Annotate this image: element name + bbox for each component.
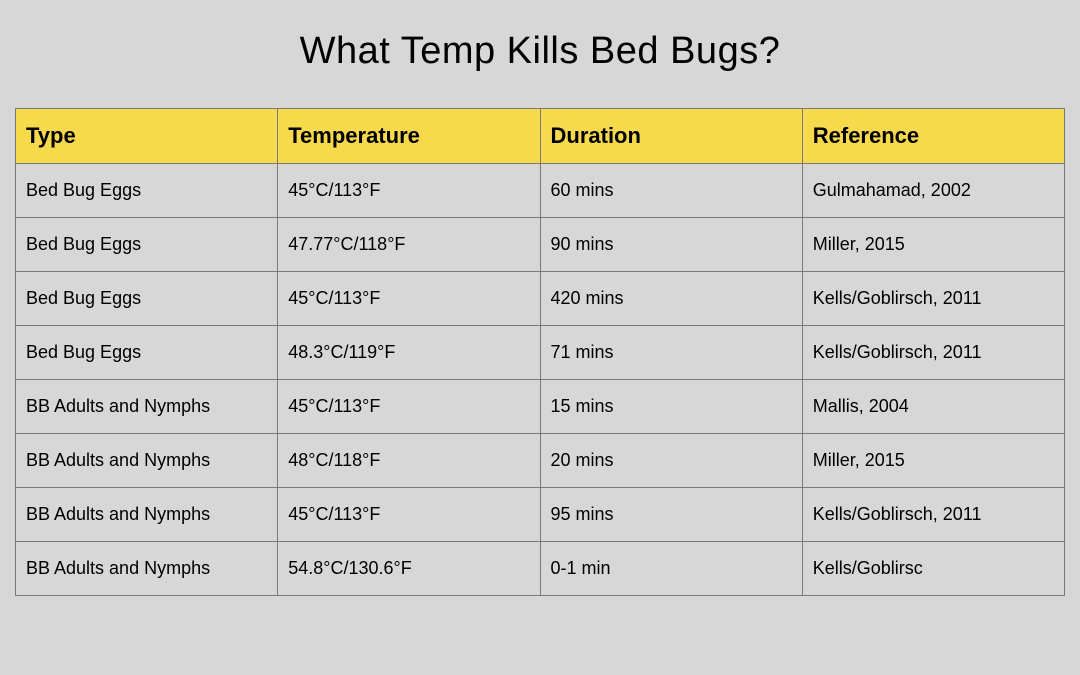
page-container: What Temp Kills Bed Bugs? Type Temperatu… — [0, 0, 1080, 675]
cell-duration: 15 mins — [540, 380, 802, 434]
cell-reference: Miller, 2015 — [802, 218, 1064, 272]
table-row: Bed Bug Eggs 45°C/113°F 420 mins Kells/G… — [16, 272, 1065, 326]
cell-temperature: 54.8°C/130.6°F — [278, 542, 540, 596]
col-header-type: Type — [16, 109, 278, 164]
cell-temperature: 45°C/113°F — [278, 272, 540, 326]
cell-type: BB Adults and Nymphs — [16, 380, 278, 434]
cell-duration: 420 mins — [540, 272, 802, 326]
page-title: What Temp Kills Bed Bugs? — [15, 30, 1065, 73]
cell-type: Bed Bug Eggs — [16, 218, 278, 272]
col-header-temperature: Temperature — [278, 109, 540, 164]
table-row: BB Adults and Nymphs 45°C/113°F 15 mins … — [16, 380, 1065, 434]
table-row: Bed Bug Eggs 47.77°C/118°F 90 mins Mille… — [16, 218, 1065, 272]
cell-duration: 71 mins — [540, 326, 802, 380]
cell-temperature: 48.3°C/119°F — [278, 326, 540, 380]
cell-duration: 0-1 min — [540, 542, 802, 596]
cell-type: Bed Bug Eggs — [16, 164, 278, 218]
table-header-row: Type Temperature Duration Reference — [16, 109, 1065, 164]
col-header-duration: Duration — [540, 109, 802, 164]
cell-reference: Gulmahamad, 2002 — [802, 164, 1064, 218]
cell-type: BB Adults and Nymphs — [16, 434, 278, 488]
cell-reference: Kells/Goblirsch, 2011 — [802, 272, 1064, 326]
table-row: Bed Bug Eggs 48.3°C/119°F 71 mins Kells/… — [16, 326, 1065, 380]
cell-reference: Kells/Goblirsch, 2011 — [802, 488, 1064, 542]
table-body: Bed Bug Eggs 45°C/113°F 60 mins Gulmaham… — [16, 164, 1065, 596]
cell-type: Bed Bug Eggs — [16, 272, 278, 326]
cell-temperature: 48°C/118°F — [278, 434, 540, 488]
cell-duration: 60 mins — [540, 164, 802, 218]
cell-type: BB Adults and Nymphs — [16, 542, 278, 596]
cell-duration: 90 mins — [540, 218, 802, 272]
table-row: Bed Bug Eggs 45°C/113°F 60 mins Gulmaham… — [16, 164, 1065, 218]
cell-temperature: 45°C/113°F — [278, 164, 540, 218]
cell-type: BB Adults and Nymphs — [16, 488, 278, 542]
cell-reference: Mallis, 2004 — [802, 380, 1064, 434]
cell-duration: 95 mins — [540, 488, 802, 542]
cell-reference: Kells/Goblirsch, 2011 — [802, 326, 1064, 380]
cell-reference: Miller, 2015 — [802, 434, 1064, 488]
table-row: BB Adults and Nymphs 45°C/113°F 95 mins … — [16, 488, 1065, 542]
cell-temperature: 45°C/113°F — [278, 488, 540, 542]
bedbug-table: Type Temperature Duration Reference Bed … — [15, 108, 1065, 596]
cell-duration: 20 mins — [540, 434, 802, 488]
cell-temperature: 45°C/113°F — [278, 380, 540, 434]
cell-reference: Kells/Goblirsc — [802, 542, 1064, 596]
table-row: BB Adults and Nymphs 48°C/118°F 20 mins … — [16, 434, 1065, 488]
table-row: BB Adults and Nymphs 54.8°C/130.6°F 0-1 … — [16, 542, 1065, 596]
cell-type: Bed Bug Eggs — [16, 326, 278, 380]
col-header-reference: Reference — [802, 109, 1064, 164]
cell-temperature: 47.77°C/118°F — [278, 218, 540, 272]
